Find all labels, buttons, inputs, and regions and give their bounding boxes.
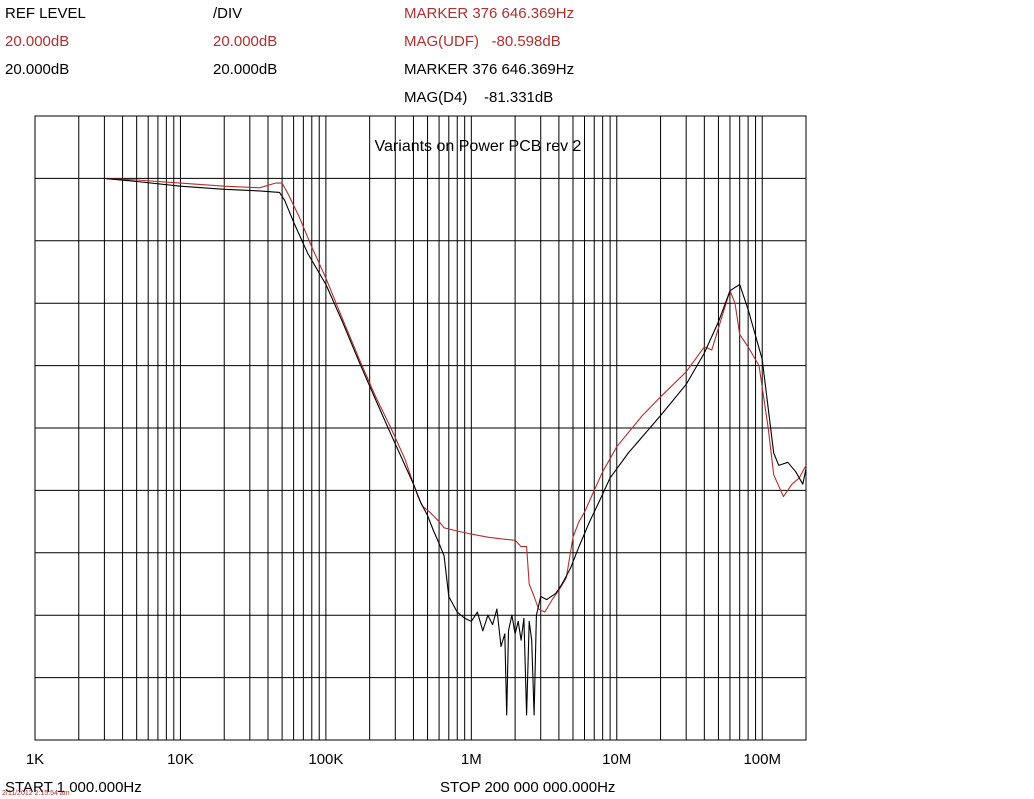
- stop-frequency: STOP 200 000 000.000Hz: [440, 779, 616, 796]
- x-tick-label: 100M: [743, 751, 781, 768]
- div-label: /DIV: [213, 5, 243, 22]
- chart-title: Variants on Power PCB rev 2: [375, 138, 582, 155]
- ref-level-label: REF LEVEL: [5, 5, 86, 22]
- x-tick-label: 10K: [167, 751, 194, 768]
- timestamp: 2/11/2012 2:15:54 am: [2, 790, 70, 797]
- trace-udf: [104, 177, 807, 613]
- ref-level-d4: 20.000dB: [5, 61, 70, 78]
- x-tick-label: 10M: [602, 751, 631, 768]
- x-tick-labels: 1K 10K 100K 1M 10M 100M: [26, 751, 781, 768]
- mag-d4: MAG(D4) -81.331dB: [404, 89, 554, 106]
- start-frequency: START 1 000.000Hz: [5, 779, 142, 796]
- marker-udf: MARKER 376 646.369Hz: [404, 5, 575, 22]
- x-tick-label: 100K: [308, 751, 343, 768]
- ref-level-udf: 20.000dB: [5, 33, 70, 50]
- div-d4: 20.000dB: [213, 61, 278, 78]
- marker-d4: MARKER 376 646.369Hz: [404, 61, 575, 78]
- x-tick-label: 1K: [26, 751, 44, 768]
- trace-d4: [104, 177, 807, 716]
- plot-grid: [34, 115, 807, 741]
- mag-udf: MAG(UDF) -80.598dB: [404, 33, 561, 50]
- x-tick-label: 1M: [461, 751, 482, 768]
- div-udf: 20.000dB: [213, 33, 278, 50]
- plot-traces: [104, 177, 807, 716]
